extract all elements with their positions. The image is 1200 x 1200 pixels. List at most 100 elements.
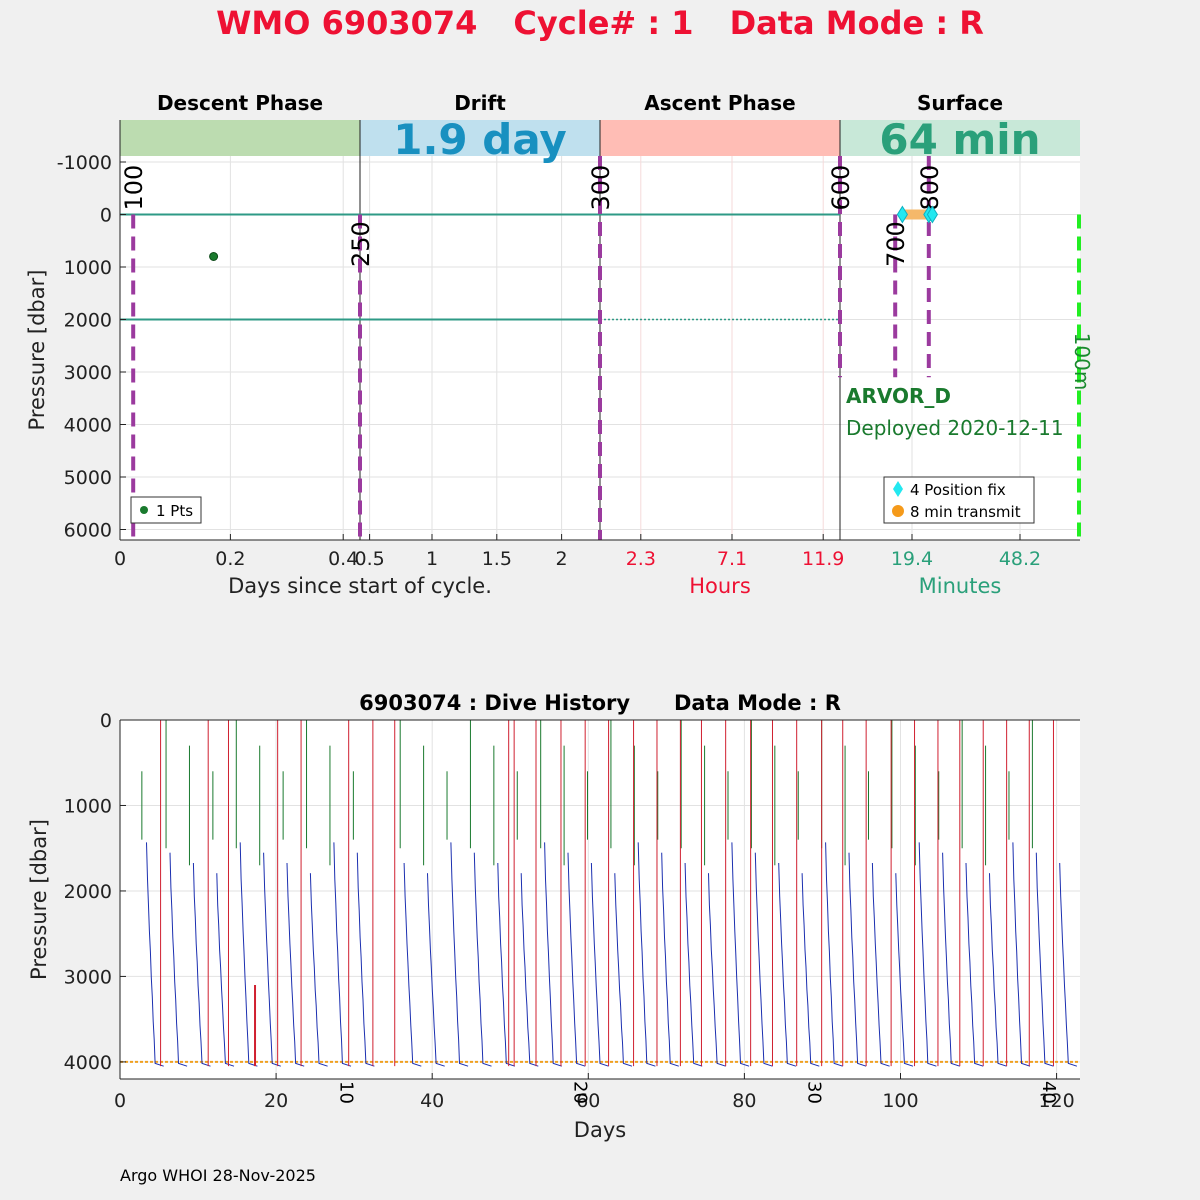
- bottom-x-tick-label: 80: [732, 1090, 756, 1112]
- event-label-800: 800: [916, 165, 944, 211]
- drift-profile: [825, 842, 843, 1067]
- transmit-legend-marker: [892, 505, 904, 517]
- bottom-x-tick-label: 40: [420, 1090, 444, 1112]
- profile-point: [209, 252, 219, 261]
- drift-profile: [895, 873, 914, 1067]
- bottom-x-tick-label: 120: [1038, 1090, 1074, 1112]
- top-y-tick-label: 0: [100, 205, 112, 227]
- phase-banner-1: 1.9 day: [393, 115, 567, 164]
- drift-profile: [942, 852, 960, 1067]
- top-x-tick-label: 2: [556, 548, 568, 570]
- drift-profile: [567, 852, 586, 1067]
- drift-profile: [427, 873, 445, 1067]
- drift-profile: [450, 842, 469, 1067]
- bottom-y-tick-label: 1000: [64, 795, 112, 817]
- top-x-tick-label: 2.3: [626, 548, 656, 570]
- phase-header-2: Ascent Phase: [644, 91, 795, 115]
- drift-profile: [637, 842, 656, 1067]
- drift-profile: [754, 852, 773, 1067]
- drift-profile: [1059, 862, 1078, 1067]
- bottom-x-tick-label: 0: [114, 1090, 126, 1112]
- top-x-tick-label: 0.2: [215, 548, 245, 570]
- drift-profile: [918, 842, 937, 1067]
- bottom-x-axis-label: Days: [574, 1118, 626, 1142]
- drift-profile: [497, 862, 516, 1067]
- footer-credit: Argo WHOI 28-Nov-2025: [120, 1166, 316, 1185]
- top-y-tick-label: 6000: [64, 520, 112, 542]
- top-y-tick-label: 5000: [64, 467, 112, 489]
- drift-profile: [520, 873, 539, 1067]
- drift-profile: [239, 842, 258, 1067]
- figure-title: WMO 6903074 Cycle# : 1 Data Mode : R: [216, 4, 984, 42]
- top-y-tick-label: 2000: [64, 310, 112, 332]
- drift-profile: [403, 862, 422, 1067]
- drift-profile: [473, 852, 492, 1067]
- drift-profile: [309, 873, 328, 1067]
- fix-legend-marker: [893, 481, 903, 497]
- drift-profile: [871, 862, 890, 1067]
- top-x-tick-label: 7.1: [717, 548, 747, 570]
- bottom-x-tick-label: 100: [882, 1090, 918, 1112]
- surface-legend-box: [883, 476, 1035, 524]
- drift-profile: [848, 852, 867, 1067]
- top-y-tick-label: 4000: [64, 415, 112, 437]
- cycle-number-tick: 10: [335, 1081, 356, 1104]
- points-legend-marker: [140, 506, 148, 514]
- event-label-300: 300: [587, 165, 615, 211]
- cycle-number-tick: 20: [569, 1081, 590, 1104]
- deployed-date-label: Deployed 2020-12-11: [846, 416, 1064, 440]
- top-x-tick-label: 48.2: [999, 548, 1041, 570]
- bottom-y-axis-label: Pressure [dbar]: [27, 819, 51, 980]
- drift-profile: [965, 862, 984, 1067]
- title-mode: Data Mode : R: [730, 4, 984, 42]
- drift-profile: [192, 862, 211, 1067]
- drift-profile: [169, 852, 188, 1067]
- drift-profile: [590, 862, 609, 1067]
- bottom-x-tick-label: 60: [576, 1090, 600, 1112]
- top-x-axis-label-2: Minutes: [919, 574, 1002, 598]
- position-fix-marker: [926, 205, 938, 224]
- drift-profile: [286, 862, 305, 1067]
- dive-history-chart: 0 20 40 60 80 100 120 0 1000 2000 3000 4000 10 20 30 40…: [27, 691, 1080, 1142]
- phase-band-3: [840, 120, 1080, 156]
- top-x-tick-label: 1.5: [482, 548, 512, 570]
- float-type-label: ARVOR_D: [846, 384, 951, 408]
- phase-header-3: Surface: [917, 91, 1003, 115]
- drift-profile: [544, 842, 562, 1067]
- phase-band-2: [600, 120, 840, 156]
- phase-banner-3: 64 min: [879, 115, 1040, 164]
- phase-header-1: Drift: [454, 91, 506, 115]
- bottom-plot-area: [120, 720, 1080, 1079]
- event-label-250: 250: [347, 221, 375, 267]
- top-y-tick-label: 3000: [64, 362, 112, 384]
- drift-profile: [333, 842, 352, 1067]
- cycle-number-tick: 30: [804, 1081, 825, 1104]
- bottom-y-tick-label: 3000: [64, 966, 112, 988]
- transmit-legend-label: 8 min transmit: [910, 503, 1021, 521]
- drift-profile: [989, 873, 1007, 1067]
- bottom-y-tick-label: 2000: [64, 881, 112, 903]
- position-fix-marker: [896, 205, 908, 224]
- event-label-600: 600: [827, 165, 855, 211]
- top-x-axis-label-1: Hours: [689, 574, 751, 598]
- title-wmo: WMO 6903074: [216, 4, 477, 42]
- drift-profile: [661, 852, 679, 1067]
- top-y-tick-label: -1000: [57, 152, 112, 174]
- phase-band-0: [120, 120, 360, 156]
- points-legend-label: 1 Pts: [156, 502, 193, 520]
- bottom-y-tick-label: 4000: [64, 1052, 112, 1074]
- drift-profile: [801, 873, 820, 1067]
- drift-profile: [216, 873, 235, 1067]
- bottom-x-tick-label: 20: [264, 1090, 288, 1112]
- top-x-axis-label-0: Days since start of cycle.: [228, 574, 492, 598]
- surface-end-label: 100m: [1070, 333, 1094, 391]
- drift-profile: [1012, 842, 1031, 1067]
- cycle-number-tick: 40: [1038, 1081, 1059, 1104]
- top-x-tick-label: 11.9: [802, 548, 844, 570]
- phase-header-0: Descent Phase: [157, 91, 323, 115]
- drift-profile: [778, 862, 797, 1067]
- phase-band-1: [360, 120, 600, 156]
- drift-profile: [1035, 852, 1054, 1067]
